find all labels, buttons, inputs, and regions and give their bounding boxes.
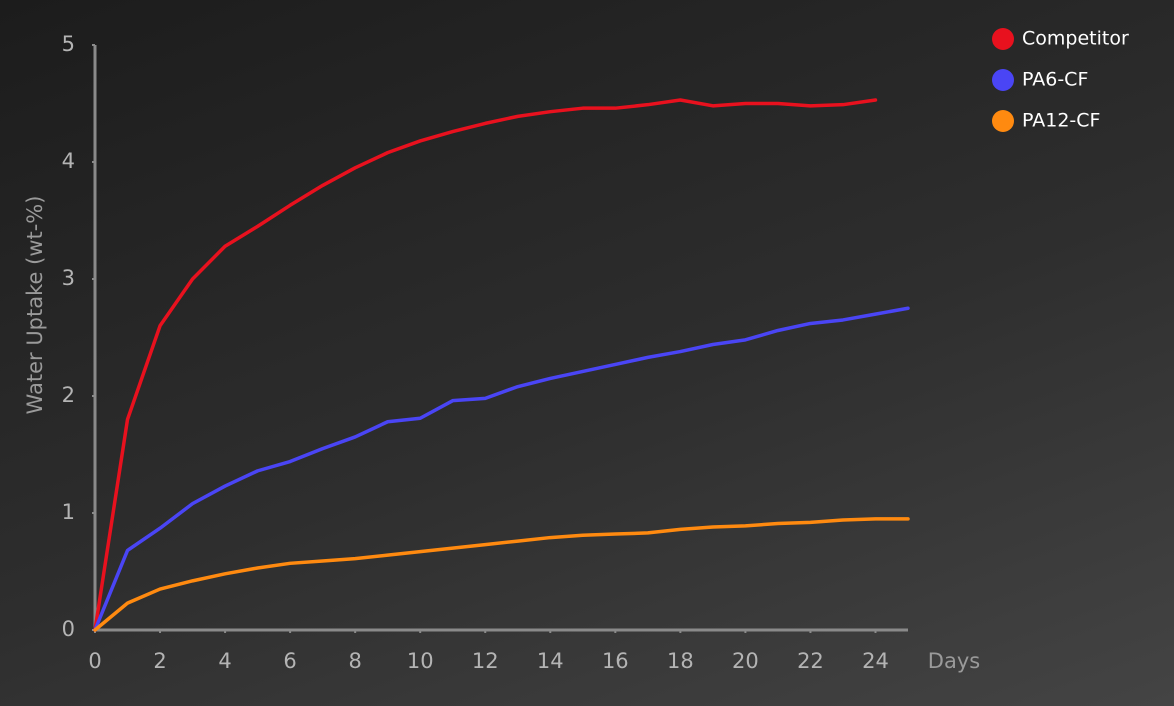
data-line <box>93 98 878 632</box>
y-axis-title: Water Uptake (wt-%) <box>23 196 47 415</box>
y-tick-label: 1 <box>62 500 75 524</box>
y-tick-label: 3 <box>62 266 75 290</box>
y-tick-label: 5 <box>62 32 75 56</box>
x-tick-label: 18 <box>667 649 694 673</box>
x-tick-label: 12 <box>472 649 499 673</box>
legend-swatch <box>992 110 1014 132</box>
legend-swatch <box>992 28 1014 50</box>
x-tick-label: 14 <box>537 649 564 673</box>
legend-label: PA6-CF <box>1022 69 1088 91</box>
x-tick-label: 2 <box>153 649 166 673</box>
data-line <box>93 306 910 632</box>
x-tick-label: 10 <box>407 649 434 673</box>
x-tick-label: 0 <box>88 649 101 673</box>
legend-swatch <box>992 69 1014 91</box>
x-tick-label: 16 <box>602 649 629 673</box>
legend-label: PA12-CF <box>1022 110 1100 132</box>
x-tick-label: 24 <box>862 649 889 673</box>
x-tick-label: 6 <box>283 649 296 673</box>
y-tick-label: 0 <box>62 617 75 641</box>
x-tick-label: 20 <box>732 649 759 673</box>
data-line <box>93 517 910 632</box>
y-tick-label: 2 <box>62 383 75 407</box>
x-axis-title: Days <box>928 649 980 673</box>
x-tick-label: 8 <box>348 649 361 673</box>
x-tick-label: 4 <box>218 649 231 673</box>
y-tick-label: 4 <box>62 149 75 173</box>
legend-label: Competitor <box>1022 28 1129 50</box>
x-tick-label: 22 <box>797 649 824 673</box>
